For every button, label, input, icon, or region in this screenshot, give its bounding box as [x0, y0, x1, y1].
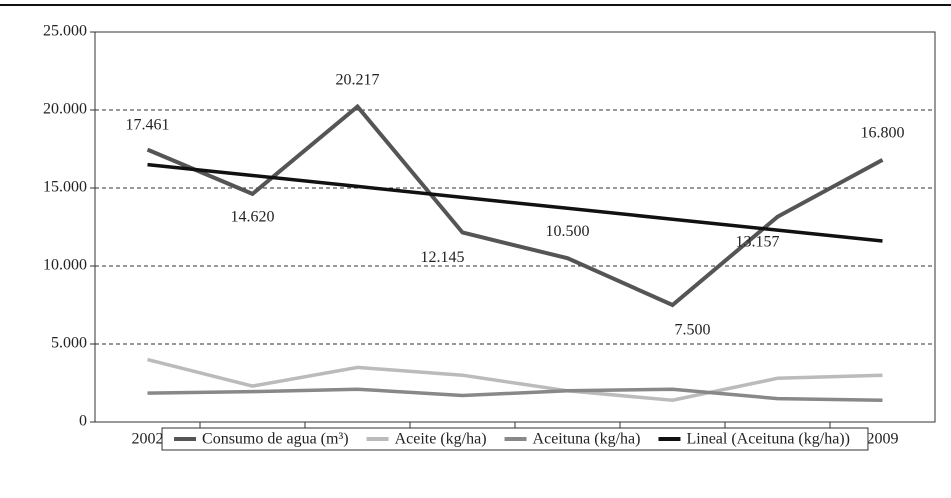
y-tick-label: 15.000 [43, 179, 87, 196]
data-label: 12.145 [421, 249, 465, 266]
data-label: 17.461 [126, 116, 170, 133]
y-tick-label: 10.000 [43, 257, 87, 274]
series-line [147, 162, 883, 243]
series-line [146, 103, 884, 308]
legend-label: Aceite (kg/ha) [395, 431, 487, 448]
data-label: 7.500 [675, 322, 711, 339]
legend-label: Lineal (Aceituna (kg/ha)) [686, 431, 849, 448]
y-tick-label: 20.000 [43, 101, 87, 118]
legend: Consumo de agua (m³) Aceite (kg/ha) Aceitu… [161, 427, 869, 451]
series-line [147, 357, 883, 402]
plot-frame [94, 31, 936, 423]
x-tick-label: 2009 [867, 431, 899, 448]
legend-label: Aceituna (kg/ha) [533, 431, 641, 448]
data-label: 20.217 [336, 71, 380, 88]
data-label: 13.157 [736, 233, 780, 250]
x-tick-label: 2002 [132, 431, 164, 448]
y-tick-label: 5.000 [51, 335, 87, 352]
data-label: 10.500 [546, 223, 590, 240]
data-label: 14.620 [231, 209, 275, 226]
series-line [147, 387, 883, 402]
y-tick-label: 0 [79, 413, 87, 430]
y-tick-label: 25.000 [43, 23, 87, 40]
legend-label: Consumo de agua (m³) [202, 431, 349, 448]
data-label: 16.800 [861, 125, 905, 142]
